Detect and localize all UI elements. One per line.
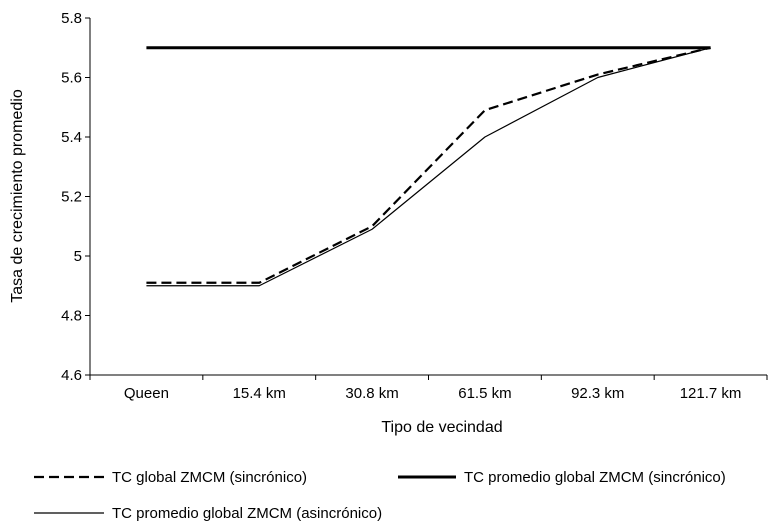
chart-series	[146, 46, 711, 287]
legend-item-series-3: TC promedio global ZMCM (asincrónico)	[34, 505, 382, 522]
x-tick-label: 30.8 km	[345, 385, 398, 402]
x-tick-label: 121.7 km	[680, 385, 742, 402]
y-tick-label: 5.6	[61, 70, 82, 87]
y-tick-label: 5.4	[61, 129, 82, 146]
y-tick-label: 4.8	[61, 308, 82, 325]
legend-item-series-1: TC global ZMCM (sincrónico)	[34, 469, 307, 486]
legend-label-series-3: TC promedio global ZMCM (asincrónico)	[112, 505, 382, 522]
series-line-3	[146, 47, 711, 287]
x-tick-label: Queen	[124, 385, 169, 402]
y-axis-title: Tasa de crecimiento promedio	[9, 89, 26, 303]
series-line-1	[146, 46, 711, 284]
chart-legend: TC global ZMCM (sincrónico) TC promedio …	[34, 469, 726, 522]
chart-axes	[89, 18, 767, 376]
y-tick-label: 5.8	[61, 10, 82, 27]
x-tick-label: 61.5 km	[458, 385, 511, 402]
legend-label-series-2: TC promedio global ZMCM (sincrónico)	[464, 469, 726, 486]
legend-label-series-1: TC global ZMCM (sincrónico)	[112, 469, 307, 486]
x-tick-label: 92.3 km	[571, 385, 624, 402]
x-axis-ticks: Queen 15.4 km 30.8 km 61.5 km 92.3 km 121.7 k…	[89, 375, 768, 402]
x-tick-label: 15.4 km	[233, 385, 286, 402]
y-tick-label: 4.6	[61, 367, 82, 384]
y-tick-label: 5	[74, 248, 82, 265]
legend-item-series-2: TC promedio global ZMCM (sincrónico)	[398, 469, 726, 486]
y-axis-ticks: 4.6 4.8 5 5.2 5.4 5.6 5.8	[61, 10, 90, 384]
x-axis-title: Tipo de vecindad	[381, 419, 502, 436]
y-tick-label: 5.2	[61, 189, 82, 206]
